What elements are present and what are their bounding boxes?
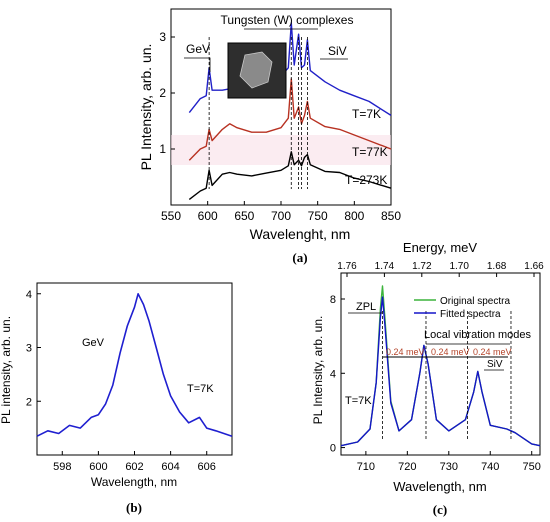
spacing-label-3: 0.24 meV [473,347,512,357]
top-x-tick-label: 1.74 [375,261,395,272]
y-tick-label: 3 [26,343,32,355]
top-x-tick-label: 1.72 [412,261,432,272]
panel-c-frame [340,272,541,456]
panel-b-y-axis-label: PL intensity, arb. un. [0,316,13,424]
panel-a-y-axis-label: PL Intensity, arb. un. [138,44,154,171]
top-x-tick-label: 1.76 [337,261,357,272]
gev-annotation: GeV [186,42,210,56]
sem-crystal-shape [239,51,273,89]
panel-b-gev-annotation: GeV [82,337,105,349]
vibration-modes-annotation: Local vibration modes [424,329,532,341]
tungsten-annotation: Tungsten (W) complexes [221,13,354,27]
panel-b-x-axis-label: Wavelength, nm [91,475,177,489]
x-tick-label: 550 [161,209,181,223]
x-tick-label: 730 [440,461,458,473]
gev-bracket [184,57,211,72]
legend-label-fitted: Fitted spectra [440,309,501,320]
x-tick-label: 650 [234,209,254,223]
y-tick-label: 1 [159,142,166,156]
series-line-b-0 [36,293,233,437]
y-tick-label: 3 [159,30,166,44]
panel-label-c: (c) [433,502,447,517]
x-tick-label: 850 [381,209,401,223]
x-tick-label: 710 [357,461,375,473]
panel-label-b: (b) [126,500,142,515]
zpl-annotation: ZPL [356,301,376,313]
x-tick-label: 740 [481,461,499,473]
spacing-label-1: 0.24 meV [386,347,425,357]
spacing-label-2: 0.24 meV [431,347,470,357]
x-tick-label: 606 [198,461,216,473]
series-line-a-0 [188,151,392,200]
panel-c-temp-annotation: T=7K [345,395,372,407]
x-tick-label: 600 [89,461,107,473]
series-line-a-2 [188,22,392,116]
top-x-tick-label: 1.66 [524,261,544,272]
x-tick-label: 598 [53,461,71,473]
series-line-a-1 [188,78,392,161]
panel-label-a: (a) [292,250,307,265]
panel-c-siv-annotation: SiV [487,359,503,370]
x-tick-label: 700 [271,209,291,223]
top-x-tick-label: 1.68 [487,261,507,272]
y-tick-label: 2 [26,396,32,408]
x-tick-label: 750 [308,209,328,223]
top-x-tick-label: 1.70 [449,261,469,272]
x-tick-label: 604 [161,461,179,473]
panel-c-top-axis-label: Energy, meV [403,240,478,255]
y-tick-label: 4 [330,368,336,380]
panel-c-y-axis-label: PL Intensity, arb. un. [311,316,325,425]
series-line-c-1 [340,296,541,447]
legend-label-original: Original spectra [440,296,510,307]
panel-b-temp-annotation: T=7K [187,383,214,395]
y-tick-label: 2 [159,86,166,100]
x-tick-label: 720 [398,461,416,473]
panel-a-x-axis-label: Wavelenght, nm [250,226,351,242]
x-tick-label: 600 [198,209,218,223]
y-tick-label: 8 [330,294,336,306]
y-tick-label: 4 [26,289,32,301]
temp-label-273k: T=273K [345,173,387,187]
siv-annotation: SiV [328,44,347,58]
temp-label-77k: T=77K [352,145,388,159]
y-tick-label: 0 [330,443,336,455]
panel-c: 710 720 730 740 750 0 4 8 1.76 1.74 1.72 1.70 1.68 1.… [311,240,544,517]
x-tick-label: 750 [523,461,541,473]
temp-label-7k: T=7K [352,107,381,121]
x-tick-label: 602 [125,461,143,473]
panel-b: 598 600 602 604 606 2 3 4 Wavelength, nm PL int… [0,282,233,515]
panel-c-x-axis-label: Wavelength, nm [393,479,486,494]
x-tick-label: 800 [344,209,364,223]
